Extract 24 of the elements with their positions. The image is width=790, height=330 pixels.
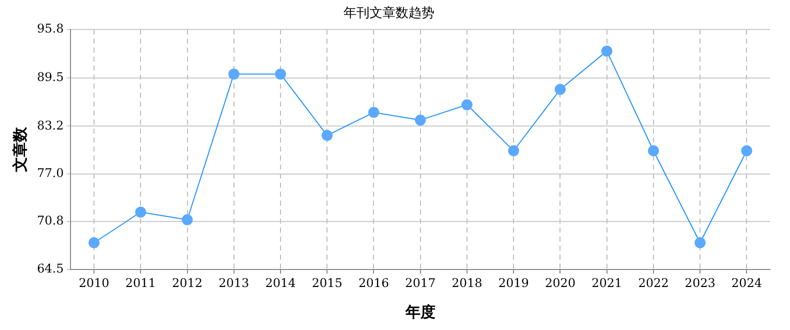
- x-tick-label: 2023: [684, 276, 716, 290]
- x-tick-label: 2015: [312, 276, 342, 290]
- x-tick-label: 2013: [218, 276, 250, 290]
- y-tick-label: 89.5: [37, 70, 64, 84]
- x-tick-label: 2019: [498, 276, 529, 290]
- x-tick-label: 2014: [265, 276, 296, 290]
- y-tick-label: 95.8: [37, 22, 64, 36]
- x-tick-label: 2010: [78, 276, 110, 290]
- y-axis-title: 文章数: [10, 126, 29, 174]
- x-axis-title: 年度: [404, 302, 436, 321]
- y-tick-label: 70.8: [37, 213, 64, 228]
- chart-title: 年刊文章数趋势: [344, 6, 434, 22]
- x-tick-label: 2022: [638, 276, 669, 290]
- y-tick-label: 64.5: [37, 262, 64, 276]
- x-tick-label: 2018: [452, 276, 482, 290]
- x-tick-label: 2021: [592, 276, 622, 290]
- x-tick-label: 2011: [125, 276, 156, 290]
- y-tick-label: 83.2: [37, 118, 64, 132]
- x-tick-label: 2020: [544, 276, 576, 290]
- x-tick-label: 2024: [731, 276, 762, 290]
- x-tick-label: 2017: [405, 276, 436, 290]
- x-tick-label: 2016: [358, 276, 390, 290]
- y-tick-label: 77.0: [37, 166, 64, 180]
- x-tick-label: 2012: [172, 276, 203, 290]
